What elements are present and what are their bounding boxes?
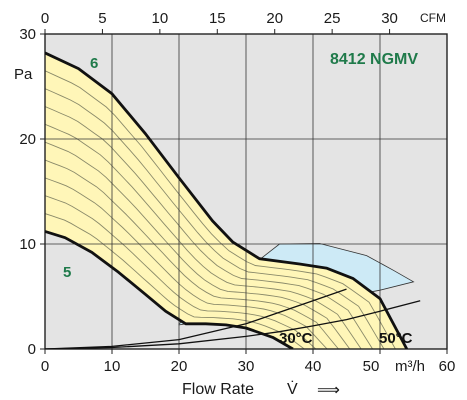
temp-label-30: 30°C: [279, 330, 313, 347]
x-axis-unit: m³/h: [395, 358, 425, 375]
x-tick-label: 40: [305, 358, 322, 375]
grid: [45, 34, 447, 349]
x-axis-title: Flow Rate: [182, 381, 254, 398]
x2-tick-label: 15: [209, 10, 226, 27]
x2-tick-label: 10: [152, 10, 169, 27]
x2-tick-label: 30: [381, 10, 398, 27]
x-tick-label: 10: [104, 358, 121, 375]
temp-curve-30: [45, 288, 347, 349]
x2-tick-label: 20: [266, 10, 283, 27]
y-tick-label: 0: [28, 341, 36, 358]
speed-curve-intermediate: [45, 213, 305, 349]
speed-curve-6: [45, 51, 409, 349]
model-title: 8412 NGMV: [330, 51, 418, 68]
x2-tick-label: 5: [98, 10, 106, 27]
speed-curve-5: [45, 230, 294, 349]
x2-axis-unit: CFM: [420, 11, 446, 25]
x-tick-label: 0: [41, 358, 49, 375]
speed-curve-intermediate: [45, 141, 351, 349]
y-tick-label: 10: [19, 236, 36, 253]
y-axis-label: Pa: [14, 66, 33, 83]
flow-symbol: V̇: [287, 380, 298, 398]
temp-curve-50: [45, 300, 421, 349]
x2-tick-label: 0: [41, 10, 49, 27]
x-axis-ticks: 0 10 20 30 40 50 60: [41, 349, 456, 375]
x-tick-label: 60: [439, 358, 456, 375]
speed-curves: [45, 51, 409, 349]
speed-curve-intermediate: [45, 88, 385, 349]
curve-label-6: 6: [90, 55, 98, 72]
y-tick-label: 30: [19, 26, 36, 43]
speed-curve-intermediate: [45, 106, 373, 349]
x-tick-label: 20: [171, 358, 188, 375]
speed-curve-intermediate: [45, 177, 328, 349]
speed-curve-intermediate: [45, 123, 362, 349]
y-tick-label: 20: [19, 131, 36, 148]
speed-curve-intermediate: [45, 70, 396, 349]
speed-curve-intermediate: [45, 195, 317, 349]
x2-tick-label: 25: [324, 10, 341, 27]
temp-label-50: 50°C: [379, 330, 413, 347]
fan-operating-region: [45, 52, 407, 349]
x2-axis-ticks: 0 5 10 15 20 25 30: [41, 10, 398, 34]
x-tick-label: 30: [238, 358, 255, 375]
arrow-icon: ⟹: [317, 382, 340, 399]
temperature-curves: [45, 288, 421, 349]
x-tick-label: 50: [363, 358, 380, 375]
curve-label-5: 5: [63, 264, 71, 281]
y-axis-ticks: 0 10 20 30: [19, 26, 45, 358]
